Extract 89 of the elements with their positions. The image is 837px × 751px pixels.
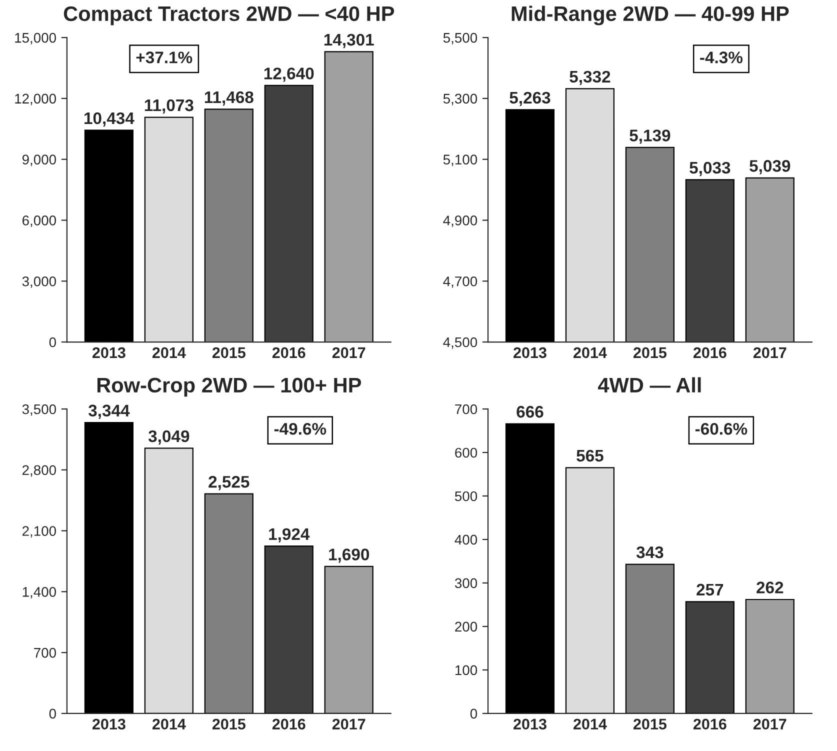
y-tick-label: 0 — [49, 708, 56, 719]
data-label: 3,344 — [88, 404, 130, 419]
bar — [264, 84, 314, 342]
bar — [264, 546, 314, 714]
y-tick-label: 700 — [34, 648, 56, 658]
bar — [565, 467, 615, 714]
bar — [144, 116, 194, 342]
bar — [144, 448, 194, 714]
y-tick-label: 700 — [455, 404, 478, 414]
y-tick-label: 4,500 — [443, 337, 478, 349]
x-tick-label: 2015 — [212, 718, 246, 730]
y-tick-label: 2,800 — [22, 465, 56, 477]
y-tick-label: 15,000 — [15, 32, 56, 44]
data-label: 3,049 — [148, 430, 190, 445]
x-tick-label: 2016 — [272, 718, 306, 730]
x-tick-label: 2014 — [152, 347, 186, 358]
x-tick-label: 2017 — [332, 347, 366, 358]
y-tick-label: 600 — [455, 448, 478, 458]
y-tick-label: 200 — [455, 622, 478, 632]
bar — [324, 51, 374, 342]
y-tick-label: 0 — [49, 337, 56, 348]
annotation: -49.6% — [274, 422, 326, 435]
x-tick-label: 2015 — [633, 718, 667, 730]
data-label: 5,263 — [510, 92, 550, 106]
data-label: 14,301 — [324, 34, 374, 48]
y-tick-label: 3,500 — [22, 404, 56, 416]
data-label: 10,434 — [84, 112, 134, 127]
data-label: 343 — [636, 546, 664, 558]
annotation: -60.6% — [695, 422, 748, 435]
x-tick-label: 2017 — [753, 347, 786, 358]
x-tick-label: 2016 — [693, 347, 726, 358]
y-tick-label: 500 — [454, 491, 478, 502]
y-tick-label: 12,000 — [15, 94, 56, 106]
x-tick-label: 2016 — [693, 718, 726, 730]
y-tick-label: 1,400 — [22, 587, 56, 598]
y-tick-label: 100 — [455, 665, 478, 676]
data-label: 12,640 — [264, 68, 314, 82]
bar — [685, 601, 734, 714]
x-tick-label: 2013 — [92, 347, 126, 358]
data-label: 1,924 — [269, 528, 310, 542]
y-tick-label: 3,000 — [22, 276, 56, 288]
y-tick-label: 4,900 — [443, 216, 478, 228]
x-tick-label: 2015 — [633, 347, 667, 358]
chart-title: 4WD — All — [598, 377, 701, 392]
y-tick-label: 400 — [454, 534, 478, 545]
data-label: 11,073 — [144, 99, 194, 114]
bar — [505, 423, 555, 714]
bar — [324, 566, 374, 714]
x-tick-label: 2017 — [753, 718, 786, 730]
bar — [745, 598, 794, 714]
bar — [84, 130, 134, 342]
data-label: 565 — [576, 450, 604, 462]
x-tick-label: 2015 — [212, 347, 246, 358]
y-tick-label: 5,100 — [443, 154, 478, 166]
data-label: 11,468 — [204, 91, 254, 106]
chart-title: Row-Crop 2WD — 100+ HP — [97, 378, 362, 397]
bar — [625, 564, 674, 714]
x-tick-label: 2014 — [574, 347, 607, 358]
y-tick-label: 2,100 — [22, 526, 56, 538]
y-tick-label: 9,000 — [22, 154, 56, 166]
bar — [204, 493, 254, 714]
data-label: 262 — [756, 582, 784, 594]
y-tick-label: 5,300 — [443, 94, 478, 106]
data-label: 5,139 — [630, 130, 670, 144]
x-tick-label: 2014 — [574, 718, 607, 730]
chart-title: Compact Tractors 2WD — <40 HP — [64, 6, 394, 26]
annotation: +37.1% — [136, 52, 192, 64]
data-label: 666 — [516, 406, 544, 418]
x-tick-label: 2017 — [332, 718, 366, 730]
x-tick-label: 2014 — [152, 718, 186, 730]
y-tick-label: 6,000 — [22, 216, 56, 228]
x-tick-label: 2016 — [272, 347, 306, 358]
annotation: -4.3% — [700, 52, 743, 64]
chart-title: Mid-Range 2WD — 40-99 HP — [512, 6, 789, 26]
bar — [204, 108, 254, 342]
data-label: 257 — [696, 584, 724, 596]
data-label: 5,332 — [570, 70, 610, 86]
y-tick-label: 300 — [454, 578, 478, 588]
bar — [84, 422, 134, 714]
y-tick-label: 5,500 — [443, 32, 478, 44]
x-tick-label: 2013 — [514, 347, 546, 358]
x-tick-label: 2013 — [92, 718, 126, 730]
data-label: 5,033 — [690, 162, 730, 176]
data-label: 2,525 — [208, 476, 250, 490]
y-tick-label: 4,700 — [443, 276, 478, 288]
y-tick-label: 0 — [470, 708, 478, 719]
data-label: 1,690 — [329, 548, 370, 563]
x-tick-label: 2013 — [514, 718, 546, 730]
data-label: 5,039 — [750, 160, 790, 174]
